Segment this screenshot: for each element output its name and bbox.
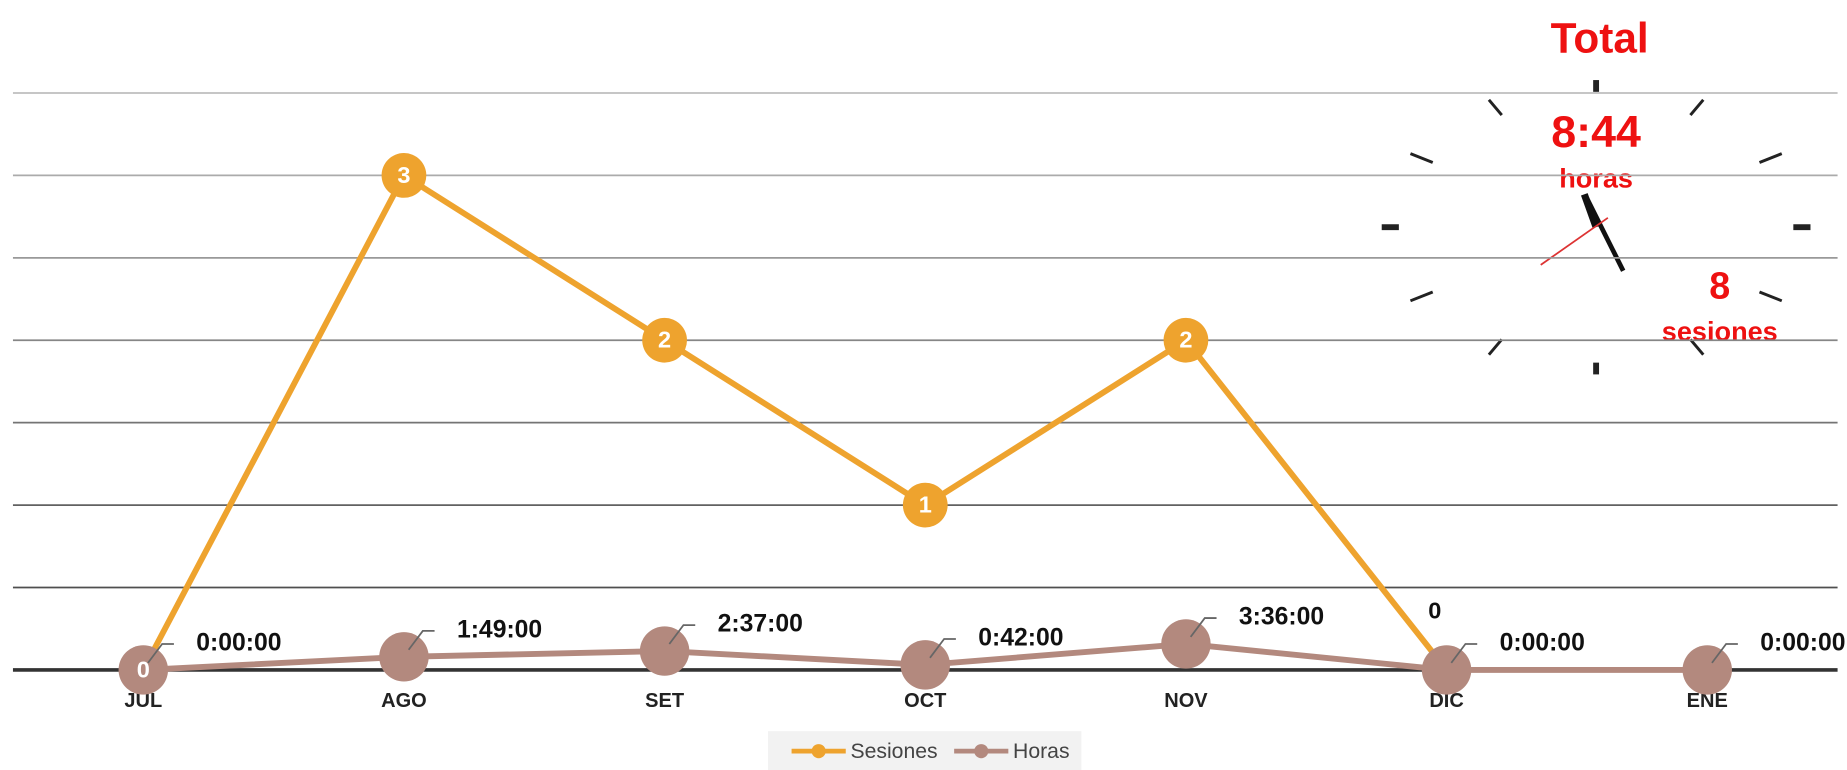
chart: Total 8:44 horas 8 sesiones JULAGOSETOCT…	[0, 0, 1847, 770]
summary-title: Total	[1551, 14, 1649, 61]
data-label: 2:37:00	[718, 611, 803, 638]
data-label: 0:42:00	[978, 625, 1063, 652]
summary-hours: 8:44	[1551, 107, 1641, 157]
point	[1422, 645, 1471, 694]
x-tick-label: NOV	[1164, 690, 1208, 712]
point	[640, 626, 689, 675]
data-label: 0:00:00	[196, 630, 281, 657]
data-label: 1:49:00	[457, 616, 542, 643]
data-label: 1	[919, 491, 932, 517]
data-label: 2	[1179, 327, 1192, 353]
x-tick-label: SET	[645, 690, 685, 712]
legend-swatch	[812, 744, 826, 758]
clock-tick	[1759, 154, 1781, 163]
data-label: 3:36:00	[1239, 604, 1324, 631]
legend-swatch	[974, 744, 988, 758]
clock-tick	[1410, 154, 1432, 163]
clock-tick	[1489, 339, 1502, 354]
clock-tick	[1759, 292, 1781, 301]
x-tick-label: OCT	[904, 690, 947, 712]
data-label: 0:00:00	[1500, 630, 1585, 657]
point	[1683, 645, 1732, 694]
data-label: 0	[137, 656, 150, 682]
legend-label: Sesiones	[850, 740, 937, 763]
data-label: 0:00:00	[1760, 630, 1845, 657]
point	[1161, 619, 1210, 668]
summary-hours-label: horas	[1559, 162, 1633, 193]
data-label: 3	[397, 162, 410, 188]
x-tick-label: AGO	[381, 690, 427, 712]
legend-label: Horas	[1013, 740, 1070, 763]
summary-sessions: 8	[1709, 264, 1730, 306]
summary-sessions-label: sesiones	[1662, 315, 1778, 346]
point	[901, 640, 950, 689]
clock-tick	[1690, 100, 1703, 115]
clock-tick	[1410, 292, 1432, 301]
data-label: 0	[1428, 597, 1441, 623]
point	[379, 632, 428, 681]
data-label: 2	[658, 327, 671, 353]
clock-tick	[1489, 100, 1502, 115]
